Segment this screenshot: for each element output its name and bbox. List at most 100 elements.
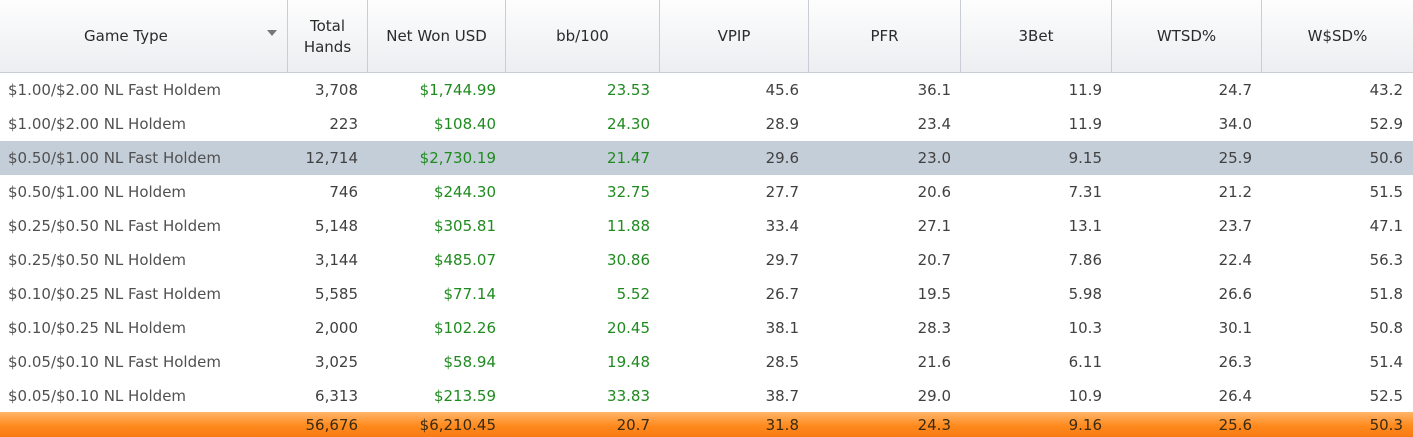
cell-pfr: 19.5 [917, 285, 951, 303]
table-row[interactable]: $0.25/$0.50 NL Fast Holdem 5,148 $305.81 11… [0, 209, 1413, 243]
cell-bb100: 21.47 [607, 149, 650, 167]
cell-pfr: 28.3 [917, 319, 951, 337]
cell-wsd: 47.1 [1369, 217, 1403, 235]
total-wtsd: 25.6 [1218, 415, 1252, 434]
cell-bb100: 19.48 [607, 353, 650, 371]
cell-wsd: 50.6 [1369, 149, 1403, 167]
totals-row: 56,676 $6,210.45 20.7 31.8 24.3 9.16 25.… [0, 412, 1413, 437]
dropdown-arrow-icon[interactable] [267, 30, 277, 36]
column-header-3bet[interactable]: 3Bet [961, 0, 1112, 73]
cell-total-hands: 12,714 [305, 149, 359, 167]
cell-net-won: $244.30 [433, 183, 496, 201]
table-row[interactable]: $0.05/$0.10 NL Fast Holdem 3,025 $58.94 19.… [0, 345, 1413, 379]
table-row[interactable]: $0.50/$1.00 NL Fast Holdem 12,714 $2,730.1… [0, 141, 1413, 175]
cell-vpip: 27.7 [765, 183, 799, 201]
cell-total-hands: 6,313 [315, 387, 358, 405]
column-header-bb100[interactable]: bb/100 [506, 0, 660, 73]
cell-game-type: $0.10/$0.25 NL Holdem [8, 319, 187, 337]
cell-vpip: 45.6 [765, 81, 799, 99]
cell-net-won: $1,744.99 [419, 81, 496, 99]
table-row[interactable]: $0.10/$0.25 NL Fast Holdem 5,585 $77.14 5.5… [0, 277, 1413, 311]
table-row[interactable]: $0.10/$0.25 NL Holdem 2,000 $102.26 20.45 38… [0, 311, 1413, 345]
cell-bb100: 5.52 [616, 285, 650, 303]
cell-pfr: 36.1 [917, 81, 951, 99]
cell-net-won: $77.14 [443, 285, 497, 303]
cell-total-hands: 2,000 [315, 319, 358, 337]
cell-game-type: $0.05/$0.10 NL Fast Holdem [8, 353, 221, 371]
table-row[interactable]: $1.00/$2.00 NL Fast Holdem 3,708 $1,744.99… [0, 73, 1413, 107]
cell-total-hands: 5,585 [315, 285, 358, 303]
column-header-label: W$SD% [1307, 27, 1368, 45]
cell-wsd: 51.5 [1369, 183, 1403, 201]
cell-3bet: 11.9 [1068, 81, 1102, 99]
cell-vpip: 28.5 [765, 353, 799, 371]
column-header-label: Net Won USD [386, 27, 487, 45]
cell-wsd: 51.8 [1369, 285, 1403, 303]
cell-wsd: 43.2 [1369, 81, 1403, 99]
column-header-wsd[interactable]: W$SD% [1262, 0, 1413, 73]
column-header-total-hands[interactable]: Total Hands [288, 0, 368, 73]
cell-net-won: $108.40 [433, 115, 496, 133]
cell-game-type: $1.00/$2.00 NL Holdem [8, 115, 187, 133]
cell-net-won: $2,730.19 [419, 149, 496, 167]
cell-3bet: 9.15 [1068, 149, 1102, 167]
cell-pfr: 21.6 [917, 353, 951, 371]
cell-total-hands: 5,148 [315, 217, 358, 235]
cell-wtsd: 21.2 [1218, 183, 1252, 201]
cell-wsd: 52.9 [1369, 115, 1403, 133]
cell-wtsd: 25.9 [1218, 149, 1252, 167]
cell-3bet: 7.31 [1068, 183, 1102, 201]
table-body: $1.00/$2.00 NL Fast Holdem 3,708 $1,744.99… [0, 73, 1413, 412]
cell-3bet: 13.1 [1068, 217, 1102, 235]
cell-bb100: 11.88 [607, 217, 650, 235]
cell-total-hands: 223 [329, 115, 358, 133]
column-header-wtsd[interactable]: WTSD% [1112, 0, 1262, 73]
cell-pfr: 29.0 [917, 387, 951, 405]
cell-vpip: 29.6 [765, 149, 799, 167]
cell-game-type: $0.50/$1.00 NL Fast Holdem [8, 149, 221, 167]
column-header-row: Game Type Total Hands Net Won USD bb/100… [0, 0, 1413, 73]
table-row[interactable]: $1.00/$2.00 NL Holdem 223 $108.40 24.30 28.9… [0, 107, 1413, 141]
cell-total-hands: 746 [329, 183, 358, 201]
cell-3bet: 10.3 [1068, 319, 1102, 337]
column-header-label: bb/100 [556, 27, 609, 45]
table-row[interactable]: $0.05/$0.10 NL Holdem 6,313 $213.59 33.83 38… [0, 379, 1413, 412]
cell-pfr: 20.7 [917, 251, 951, 269]
cell-3bet: 7.86 [1068, 251, 1102, 269]
cell-3bet: 10.9 [1068, 387, 1102, 405]
cell-game-type: $1.00/$2.00 NL Fast Holdem [8, 81, 221, 99]
cell-vpip: 33.4 [765, 217, 799, 235]
cell-wtsd: 26.6 [1218, 285, 1252, 303]
total-net-won: $6,210.45 [419, 415, 496, 434]
cell-wtsd: 26.3 [1218, 353, 1252, 371]
column-header-label: 3Bet [1018, 27, 1054, 45]
column-header-label: Game Type [84, 27, 168, 45]
cell-3bet: 11.9 [1068, 115, 1102, 133]
table-row[interactable]: $0.50/$1.00 NL Holdem 746 $244.30 32.75 27.7… [0, 175, 1413, 209]
column-header-pfr[interactable]: PFR [809, 0, 961, 73]
cell-game-type: $0.10/$0.25 NL Fast Holdem [8, 285, 221, 303]
cell-net-won: $485.07 [433, 251, 496, 269]
total-wsd: 50.3 [1369, 415, 1403, 434]
cell-wtsd: 26.4 [1218, 387, 1252, 405]
cell-3bet: 6.11 [1068, 353, 1102, 371]
cell-vpip: 38.7 [765, 387, 799, 405]
cell-3bet: 5.98 [1068, 285, 1102, 303]
cell-bb100: 23.53 [607, 81, 650, 99]
cell-total-hands: 3,708 [315, 81, 358, 99]
cell-vpip: 28.9 [765, 115, 799, 133]
cell-game-type: $0.50/$1.00 NL Holdem [8, 183, 187, 201]
column-header-label: Total Hands [303, 16, 352, 56]
cell-wsd: 51.4 [1369, 353, 1403, 371]
total-vpip: 31.8 [765, 415, 799, 434]
cell-net-won: $213.59 [433, 387, 496, 405]
column-header-net-won[interactable]: Net Won USD [368, 0, 506, 73]
cell-vpip: 26.7 [765, 285, 799, 303]
cell-bb100: 33.83 [607, 387, 650, 405]
cell-wtsd: 24.7 [1218, 81, 1252, 99]
column-header-game-type[interactable]: Game Type [0, 0, 288, 73]
cell-wsd: 50.8 [1369, 319, 1403, 337]
table-row[interactable]: $0.25/$0.50 NL Holdem 3,144 $485.07 30.86 29… [0, 243, 1413, 277]
column-header-vpip[interactable]: VPIP [660, 0, 809, 73]
